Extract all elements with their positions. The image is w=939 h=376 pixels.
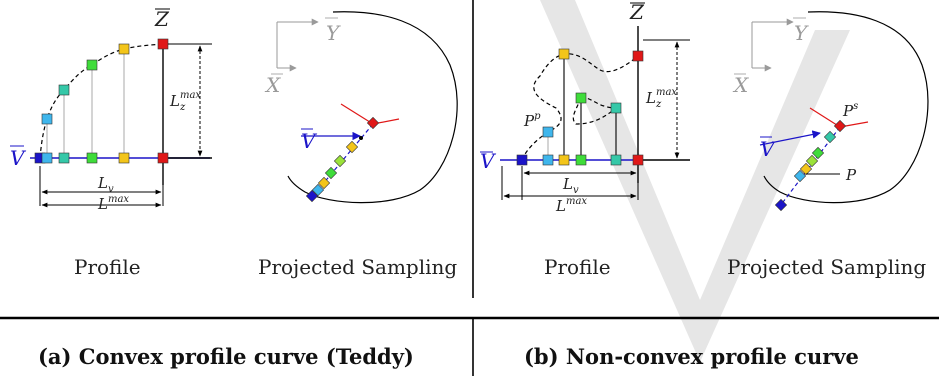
panel-a-y-label: Y [326, 21, 341, 45]
panel-a-proj-marker [345, 140, 359, 154]
panel-a-proj-marker [324, 166, 338, 180]
panel-a-v-label: V [10, 146, 27, 170]
panel-b-proj-marker [793, 169, 807, 183]
panel-b: Z V Pp [480, 0, 929, 369]
panel-a-proj-marker [311, 183, 325, 197]
panel-b-lzmax-sub: z [655, 99, 662, 110]
watermark [540, 0, 850, 362]
panel-a-x-label: X [264, 73, 281, 97]
panel-a-profile-label: Profile [74, 255, 141, 279]
panel-a-marker [41, 152, 53, 164]
panel-a-projected-sampling: X Y V [264, 11, 458, 204]
panel-b-marker [610, 102, 622, 114]
panel-a-marker [118, 152, 130, 164]
panel-b-sampling-label: Projected Sampling [727, 255, 926, 279]
panel-b-y-label: Y [794, 21, 809, 45]
panel-b-x-label: X [732, 73, 749, 97]
panel-b-lvmax-label: Lmax [555, 196, 587, 215]
panel-a-proj-marker [305, 189, 319, 203]
panel-a-proj-marker [333, 154, 347, 168]
panel-a-silhouette-curve [287, 11, 458, 204]
panel-b-lv-label: Lv [562, 175, 579, 196]
panel-a-marker [86, 152, 98, 164]
panel-b-marker [542, 154, 554, 166]
panel-a-lv-label: Lv [97, 174, 114, 195]
panel-a-lzmax-sub: z [179, 102, 186, 113]
panel-b-marker [575, 154, 587, 166]
panel-b-proj-marker [774, 198, 788, 212]
panel-a-caption: (a) Convex profile curve (Teddy) [38, 344, 414, 369]
panel-b-marker [516, 154, 528, 166]
panel-a-marker [58, 152, 70, 164]
panel-a-lzmax-label: Lmax [169, 90, 201, 110]
panel-a-lvmax-label: Lmax [97, 194, 129, 213]
panel-b-proj-marker [833, 119, 847, 133]
panel-a-marker [86, 59, 98, 71]
panel-b-marker [632, 154, 644, 166]
panel-b-pp-label: Pp [523, 111, 541, 130]
panel-a-marker [41, 113, 53, 125]
panel-b-profile-label: Profile [544, 255, 611, 279]
panel-b-projected-sampling: X Y V Ps P [732, 11, 929, 212]
panel-b-marker [575, 92, 587, 104]
panel-a-sampling-label: Projected Sampling [258, 255, 457, 279]
panel-a-marker [58, 84, 70, 96]
panel-a-v-proj-label: V [301, 129, 318, 153]
panel-b-proj-marker [805, 154, 819, 168]
panel-a-marker [157, 38, 169, 50]
panel-a-z-label: Z [154, 7, 170, 31]
panel-b-marker [558, 154, 570, 166]
panel-a-marker [118, 43, 130, 55]
panel-b-lv-dimension: Lv Lmax [501, 166, 639, 215]
panel-b-proj-marker [811, 146, 825, 160]
panel-a-stems [46, 49, 125, 158]
panel-b-z-label: Z [629, 0, 645, 24]
panel-b-marker [558, 48, 570, 60]
panel-a-proj-marker [317, 176, 331, 190]
panel-b-marker [610, 154, 622, 166]
panel-a-lzmax-dimension: Lmax z [168, 43, 212, 157]
panel-b-silhouette-curve [763, 11, 929, 204]
panel-b-lzmax-dimension: Lmax z [643, 39, 690, 159]
panel-a-marker [157, 152, 169, 164]
panel-b-v-proj-label: V [760, 137, 777, 161]
panel-b-marker [632, 50, 644, 62]
panel-a-profile-curve [39, 43, 164, 159]
panel-b-lzmax-label: Lmax [645, 87, 677, 107]
panel-b-v-label: V [480, 149, 497, 173]
panel-a-proj-marker [366, 116, 380, 130]
panel-b-caption: (b) Non-convex profile curve [524, 344, 859, 369]
panel-b-marker [542, 126, 554, 138]
panel-a: Z V [10, 7, 458, 369]
panel-b-p-label: P [845, 166, 857, 184]
panel-a-lv-dimension: Lv Lmax [39, 166, 164, 213]
panel-b-proj-marker [799, 162, 813, 176]
panel-b-ps-label: Ps [842, 101, 858, 120]
panel-b-proj-marker [823, 130, 837, 144]
